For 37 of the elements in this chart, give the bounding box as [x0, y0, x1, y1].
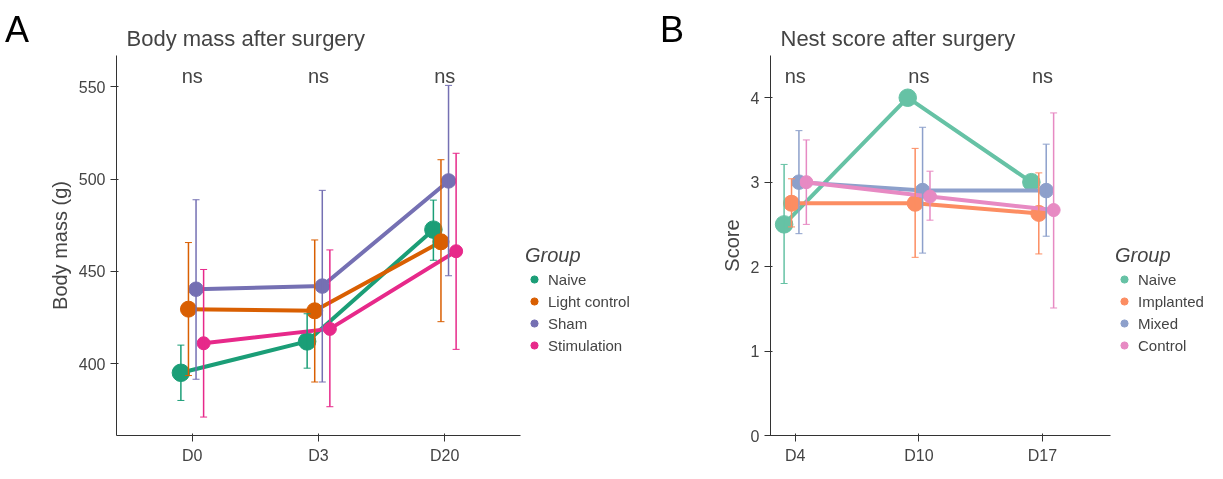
y-tick-label: 0	[750, 427, 760, 445]
legend-label: Control	[1138, 336, 1187, 354]
y-tick-label: 550	[78, 78, 106, 96]
legend-label: Naive	[548, 270, 587, 288]
annotation: ns	[307, 65, 330, 88]
y-tick-label: 1	[750, 343, 760, 361]
x-tick-label: D10	[904, 446, 934, 464]
x-tick-label: D4	[785, 446, 806, 464]
legend-title: Group	[1115, 244, 1172, 267]
annotation: ns	[784, 65, 806, 88]
annotation: ns	[908, 65, 930, 88]
chart-title: Body mass after surgery	[126, 25, 365, 51]
annotation: ns	[181, 65, 203, 88]
legend-title: Group	[525, 244, 582, 267]
y-tick-label: 450	[78, 263, 106, 281]
legend-label: Implanted	[1138, 292, 1204, 310]
legend-label: Sham	[548, 314, 588, 332]
legend-label: Stimulation	[548, 336, 623, 354]
y-tick-label: 2	[750, 258, 760, 276]
y-tick-label: 4	[750, 89, 760, 107]
legend-label: Mixed	[1138, 314, 1179, 332]
y-axis-title: Body mass (g)	[48, 181, 71, 310]
y-axis-title: Score	[720, 219, 743, 272]
x-tick-label: D3	[308, 446, 329, 464]
legend-label: Naive	[1138, 270, 1177, 288]
annotation: ns	[434, 65, 456, 88]
text: A	[5, 9, 30, 50]
y-tick-label: 3	[750, 174, 760, 192]
annotation: ns	[1031, 65, 1054, 88]
text: B	[660, 9, 685, 50]
chart-title: Nest score after surgery	[780, 25, 1016, 51]
y-tick-label: 500	[78, 171, 106, 189]
y-tick-label: 400	[78, 355, 106, 373]
x-tick-label: D20	[430, 446, 460, 464]
x-tick-label: D17	[1027, 446, 1058, 464]
legend-label: Light control	[548, 292, 630, 310]
x-tick-label: D0	[182, 446, 203, 464]
